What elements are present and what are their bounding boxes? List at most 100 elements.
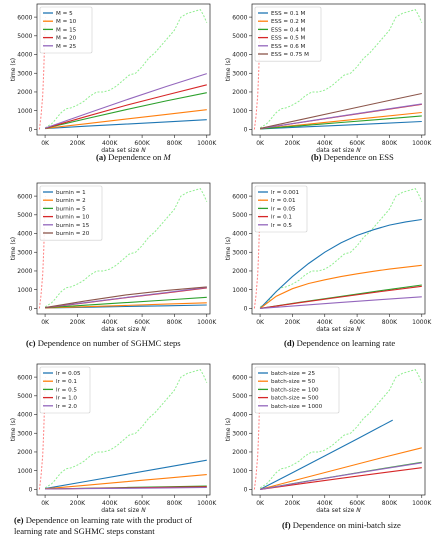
y-axis-label: time (s) [10, 237, 17, 260]
y-tick-label: 6000 [17, 14, 32, 21]
legend: lr = 0.05 lr = 0.1 lr = 0.5 lr = 1.0 lr = 2.… [39, 366, 91, 414]
x-tick-label: 0K [256, 500, 265, 507]
plot-area [38, 369, 208, 490]
y-tick-label: 2000 [17, 449, 32, 456]
caption-text: Dependence on number of SGHMC steps [37, 338, 181, 348]
x-tick-label: 1000K [197, 319, 217, 326]
chart-panel-5: 0 1000 2000 3000 4000 5000 6000 0K 200K 400K 600K 8… [10, 363, 217, 514]
x-tick-label: 0K [256, 140, 265, 147]
series-line-2 [259, 447, 422, 490]
y-tick-label: 6000 [17, 193, 32, 200]
x-tick-label: 400K [102, 500, 118, 507]
caption-label: (f) [282, 520, 293, 530]
caption-2: (b) Dependence on ESS [311, 152, 394, 163]
caption-3: (c) Dependence on number of SGHMC steps [26, 338, 181, 349]
y-tick-label: 2000 [232, 268, 247, 275]
plot-area [38, 9, 208, 130]
series-line-5 [260, 103, 422, 130]
series-line-6 [259, 92, 422, 129]
y-axis-label: time (s) [225, 237, 232, 260]
x-tick-label: 800K [382, 500, 398, 507]
y-tick-label: 5000 [232, 33, 247, 40]
series-line-1 [260, 120, 422, 130]
legend-entry: M = 10 [56, 19, 77, 25]
x-tick-label: 0K [41, 500, 50, 507]
x-tick-label: 0K [256, 319, 265, 326]
series-line-2 [45, 474, 207, 490]
y-tick-label: 1000 [17, 108, 32, 115]
legend-entry: ESS = 0.2 M [271, 19, 306, 25]
x-tick-label: 200K [70, 500, 86, 507]
legend: M = 5 M = 10 M = 15 M = 20 M = 25 [39, 6, 93, 54]
y-tick-label: 3000 [232, 70, 247, 77]
caption-var: M [163, 152, 171, 162]
reference-line-red-dotted [253, 17, 261, 130]
y-tick-label: 4000 [232, 231, 247, 238]
y-tick-label: 3000 [232, 249, 247, 256]
y-tick-label: 0 [29, 127, 33, 134]
caption-text: Dependence on mini-batch size [292, 520, 401, 530]
legend-box [254, 6, 322, 62]
legend-entry: ESS = 0.75 M [271, 52, 309, 58]
x-axis-label-var: N [356, 507, 361, 514]
x-axis-label-var: N [141, 326, 146, 333]
legend-box [39, 185, 103, 241]
y-tick-label: 5000 [17, 33, 32, 40]
x-axis-label-var: N [356, 147, 361, 154]
x-tick-label: 400K [317, 500, 333, 507]
legend-entry: M = 20 [56, 36, 77, 42]
x-tick-label: 400K [317, 140, 333, 147]
x-tick-label: 200K [285, 500, 301, 507]
legend-box [39, 366, 91, 414]
x-tick-label: 1000K [197, 140, 217, 147]
caption-text: Dependence on learning rate [296, 338, 396, 348]
legend-entry: burnin = 2 [56, 198, 86, 204]
legend-entry: lr = 0.5 [271, 223, 292, 229]
x-tick-label: 600K [134, 500, 150, 507]
y-tick-label: 1000 [232, 287, 247, 294]
x-tick-label: 600K [349, 140, 365, 147]
y-tick-label: 5000 [232, 393, 247, 400]
x-axis-label-var: N [141, 147, 146, 154]
legend-entry: lr = 0.1 [271, 215, 292, 221]
legend: burnin = 1 burnin = 2 burnin = 5 burnin = 1… [39, 185, 103, 241]
reference-line-green-dotted [44, 369, 208, 489]
y-axis-label: time (s) [225, 58, 232, 81]
reference-line-green-dotted [44, 188, 208, 308]
legend-entry: lr = 1.0 [56, 396, 77, 402]
legend-entry: lr = 0.1 [56, 379, 77, 385]
y-tick-label: 6000 [232, 14, 247, 21]
y-axis-label: time (s) [225, 418, 232, 441]
plot-area [38, 188, 208, 309]
series-line-3 [45, 296, 207, 309]
y-tick-label: 3000 [17, 70, 32, 77]
x-axis-label: data set size N [316, 326, 361, 333]
x-tick-label: 200K [70, 140, 86, 147]
x-tick-label: 800K [167, 500, 183, 507]
y-tick-label: 3000 [17, 430, 32, 437]
series-line-2 [45, 109, 207, 129]
chart-panel-1: 0 1000 2000 3000 4000 5000 6000 0K 200K 400K 600K 8… [10, 3, 217, 154]
legend-entry: burnin = 10 [56, 215, 90, 221]
y-tick-label: 4000 [17, 52, 32, 59]
x-tick-label: 800K [382, 319, 398, 326]
series-line-3 [260, 115, 422, 130]
caption-5: (e) Dependence on learning rate with the… [14, 515, 222, 536]
series-line-5 [260, 296, 422, 309]
y-tick-label: 4000 [17, 231, 32, 238]
series-line-5 [260, 462, 422, 490]
x-tick-label: 600K [349, 500, 365, 507]
series-line-5 [44, 73, 207, 129]
caption-label: (a) [96, 152, 109, 162]
x-axis-label: data set size N [101, 507, 146, 514]
x-tick-label: 800K [382, 140, 398, 147]
legend-entry: batch-size = 100 [271, 387, 319, 393]
legend-entry: burnin = 5 [56, 206, 86, 212]
series-line-1 [45, 459, 207, 490]
reference-line-green-dotted [259, 369, 423, 489]
reference-line-red-dotted [38, 196, 46, 309]
x-tick-label: 0K [41, 319, 50, 326]
chart-panel-4: 0 1000 2000 3000 4000 5000 6000 0K 200K 400K 600K 8… [225, 182, 432, 333]
caption-text: Dependence on [108, 152, 164, 162]
